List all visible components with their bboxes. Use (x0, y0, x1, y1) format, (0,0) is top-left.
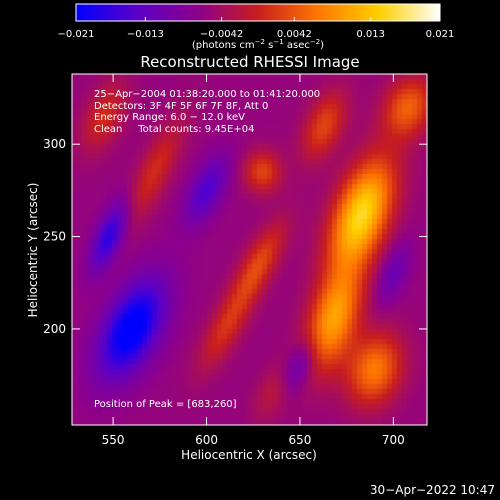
x-tick-label: 550 (102, 433, 125, 447)
colorbar-tick-label: −0.021 (57, 29, 94, 40)
x-tick-label: 650 (288, 433, 311, 447)
annotation-clean: Clean Total counts: 9.45E+04 (94, 124, 254, 135)
annotation-block: 25−Apr−2004 01:38:20.000 to 01:41:20.000… (94, 89, 320, 410)
timestamp: 30−Apr−2022 10:47 (370, 483, 495, 497)
y-tick-label: 200 (43, 322, 66, 336)
colorbar-tick-label: 0.013 (356, 29, 385, 40)
colorbar-tick-label: −0.013 (127, 29, 164, 40)
x-axis-label: Heliocentric X (arcsec) (181, 448, 317, 462)
annotation-time: 25−Apr−2004 01:38:20.000 to 01:41:20.000 (94, 89, 320, 100)
annotation-energy: Energy Range: 6.0 − 12.0 keV (94, 112, 245, 123)
x-axis: 550 600 650 700 (102, 74, 405, 447)
annotation-peak: Position of Peak = [683,260] (94, 399, 237, 410)
colorbar-gradient (75, 3, 441, 22)
colorbar-tick-label: 0.021 (426, 29, 455, 40)
colorbar-tick-label: 0.0042 (277, 29, 312, 40)
y-axis-label: Heliocentric Y (arcsec) (26, 183, 40, 318)
heatmap-image (72, 74, 427, 425)
chart-title: Reconstructed RHESSI Image (140, 53, 359, 71)
x-tick-label: 700 (382, 433, 405, 447)
annotation-detectors: Detectors: 3F 4F 5F 6F 7F 8F, Att 0 (94, 101, 268, 112)
colorbar: −0.021 −0.013 −0.0042 0.0042 0.013 0.021 (pho… (57, 3, 454, 51)
y-axis: 200 250 300 (43, 137, 427, 336)
y-tick-label: 300 (43, 137, 66, 151)
colorbar-unit-label: (photons cm−2 s−1 asec−2) (192, 38, 324, 51)
y-tick-label: 250 (43, 230, 66, 244)
plot-frame (71, 73, 428, 426)
colorbar-ticks: −0.021 −0.013 −0.0042 0.0042 0.013 0.021 (57, 17, 454, 40)
colorbar-tick-label: −0.0042 (200, 29, 243, 40)
x-tick-label: 600 (195, 433, 218, 447)
